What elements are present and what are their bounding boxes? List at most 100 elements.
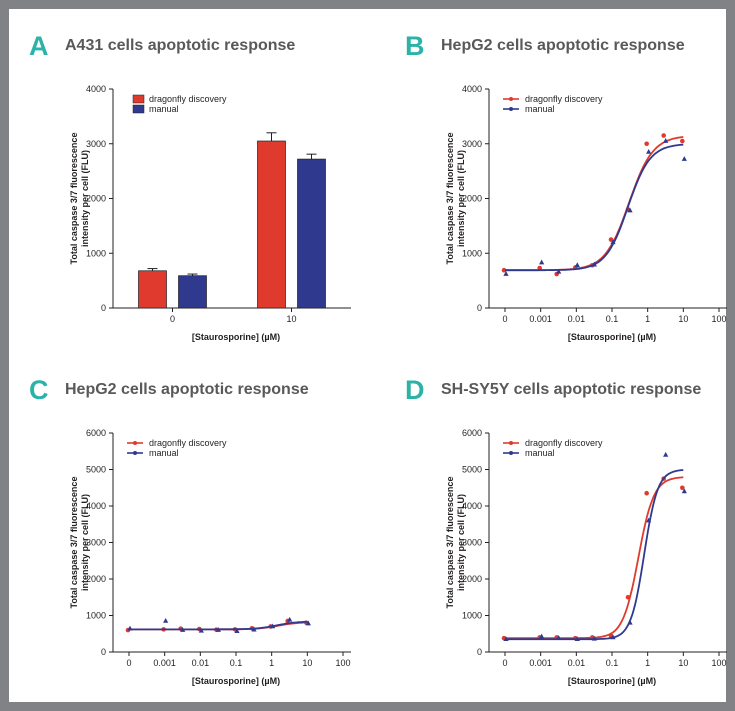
y-tick-label: 0: [101, 303, 106, 313]
y-tick-label: 3000: [86, 538, 106, 548]
y-axis-label-line2: intensity per cell (FLU): [80, 494, 90, 591]
legend-marker: [509, 441, 513, 445]
chart-title: HepG2 cells apoptotic response: [65, 381, 309, 398]
data-point: [681, 156, 687, 161]
legend-swatch: [132, 104, 145, 114]
legend-swatch: [132, 94, 145, 104]
data-point: [610, 634, 616, 640]
y-tick-label: 1000: [462, 611, 482, 621]
legend-marker: [509, 107, 513, 111]
y-axis-label-group: Total caspase 3/7 fluorescence intensity …: [69, 133, 90, 265]
data-point: [556, 268, 562, 274]
legend-marker: [509, 97, 513, 101]
y-tick-label: 2000: [462, 194, 482, 204]
y-axis-label-line1: Total caspase 3/7 fluorescence: [69, 477, 79, 609]
legend-marker: [509, 451, 513, 455]
data-point: [163, 617, 169, 623]
data-point: [663, 451, 669, 457]
y-axis-label-line1: Total caspase 3/7 fluorescence: [445, 133, 455, 265]
bar: [257, 140, 286, 309]
y-tick-label: 3000: [462, 139, 482, 149]
data-point: [198, 627, 204, 633]
data-point: [661, 133, 666, 138]
x-tick-label: 0.1: [606, 314, 619, 324]
y-tick-label: 0: [477, 647, 482, 657]
panel-letter: D: [405, 375, 425, 405]
data-point: [287, 616, 293, 622]
panel-letter: C: [29, 375, 49, 405]
legend-label: dragonfly discovery: [149, 94, 227, 104]
x-tick-label: 100: [711, 658, 726, 668]
x-tick-label: 1: [645, 314, 650, 324]
x-tick-label: 0.1: [230, 658, 243, 668]
data-point: [625, 594, 631, 600]
data-point: [591, 261, 597, 267]
data-point: [251, 626, 257, 632]
x-tick-label: 0: [502, 314, 507, 324]
y-tick-label: 6000: [86, 428, 106, 438]
legend-label: dragonfly discovery: [149, 438, 227, 448]
y-axis-label-group: Total caspase 3/7 fluorescence intensity …: [445, 133, 466, 265]
data-point: [234, 628, 240, 633]
y-axis-label-line2: intensity per cell (FLU): [456, 150, 466, 247]
y-axis-label-line2: intensity per cell (FLU): [456, 494, 466, 591]
bar: [138, 270, 167, 309]
y-axis-label-group: Total caspase 3/7 fluorescence intensity …: [445, 477, 466, 609]
chart-title: A431 cells apoptotic response: [65, 37, 296, 54]
y-axis-label-line2: intensity per cell (FLU): [80, 150, 90, 247]
legend-label: manual: [149, 448, 179, 458]
data-point: [627, 619, 633, 625]
y-tick-label: 0: [101, 647, 106, 657]
y-tick-label: 6000: [462, 428, 482, 438]
data-point: [644, 141, 649, 147]
x-tick-label: 0.01: [568, 314, 586, 324]
y-tick-label: 2000: [462, 574, 482, 584]
data-point: [663, 138, 669, 143]
fit-curve: [505, 469, 684, 641]
legend-label: dragonfly discovery: [525, 438, 603, 448]
data-point: [537, 265, 542, 271]
x-axis-label: [Staurosporine] (µM): [568, 676, 656, 686]
y-tick-label: 4000: [462, 501, 482, 511]
data-point: [591, 635, 597, 641]
data-point: [608, 237, 614, 242]
x-tick-label: 10: [678, 658, 688, 668]
y-tick-label: 4000: [86, 84, 106, 94]
data-point: [270, 623, 276, 629]
x-tick-label: 10: [286, 314, 296, 324]
data-point: [644, 490, 649, 496]
y-tick-label: 1000: [462, 248, 482, 258]
fit-curve: [505, 136, 684, 272]
legend-label: manual: [525, 448, 555, 458]
x-tick-label: 0.1: [606, 658, 619, 668]
x-tick-label: 0.001: [529, 658, 552, 668]
data-point: [627, 207, 633, 213]
legend-label: manual: [525, 104, 555, 114]
panel-c: C HepG2 cells apoptotic response 0 1000 20…: [21, 371, 381, 711]
x-axis-label: [Staurosporine] (µM): [568, 332, 656, 342]
y-tick-label: 3000: [462, 538, 482, 548]
data-point: [501, 267, 507, 273]
x-tick-label: 10: [302, 658, 312, 668]
data-point: [539, 259, 545, 265]
x-tick-label: 10: [678, 314, 688, 324]
bar: [297, 158, 326, 309]
y-tick-label: 0: [477, 303, 482, 313]
data-point: [680, 485, 685, 491]
y-tick-label: 2000: [86, 574, 106, 584]
chart-a-plot: 0 1000 2000 3000 4000 Total caspase 3/7 fluor…: [69, 84, 351, 342]
fit-curve: [505, 476, 684, 639]
data-point: [180, 627, 186, 632]
data-point: [610, 239, 616, 245]
y-tick-label: 5000: [462, 465, 482, 475]
y-axis-label-line1: Total caspase 3/7 fluorescence: [69, 133, 79, 265]
y-tick-label: 4000: [86, 501, 106, 511]
x-tick-label: 1: [645, 658, 650, 668]
fit-curve: [129, 620, 308, 631]
x-axis-label: [Staurosporine] (µM): [192, 676, 280, 686]
y-tick-label: 1000: [86, 611, 106, 621]
panel-letter: B: [405, 31, 425, 61]
y-tick-label: 1000: [86, 248, 106, 258]
